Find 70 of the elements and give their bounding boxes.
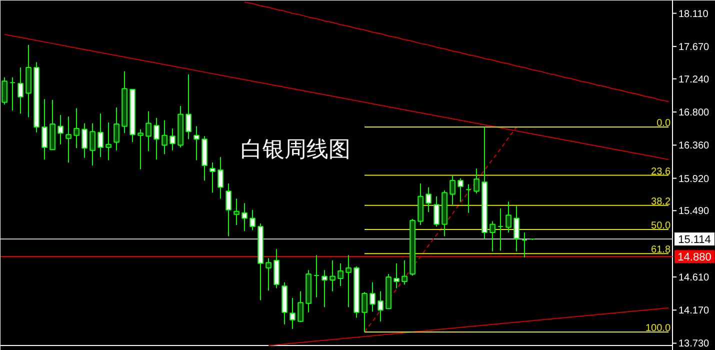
candlestick [74, 108, 80, 149]
candlestick [154, 118, 160, 160]
y-tick-label: 15.490 [678, 206, 710, 218]
y-tick-label: 17.240 [678, 74, 710, 86]
candlestick [234, 198, 240, 226]
candlestick [330, 260, 336, 292]
ref-line-label: 14.880 [678, 252, 712, 264]
candlestick [66, 116, 72, 163]
y-tick-label: 16.360 [678, 140, 710, 152]
candlestick [106, 122, 112, 161]
candlestick [90, 122, 96, 166]
annotation: 50.0 [651, 220, 671, 232]
y-tick-label: 14.610 [678, 272, 710, 284]
line-series [268, 307, 669, 346]
candlestick [498, 208, 504, 252]
candlestick [162, 120, 168, 155]
candlestick [474, 168, 480, 194]
candlestick [210, 162, 216, 194]
y-tick-label: 17.670 [678, 42, 710, 53]
candlestick [458, 178, 464, 202]
candlestick [490, 220, 496, 252]
candlestick [218, 156, 224, 200]
candlestick [242, 202, 248, 232]
candlestick [42, 98, 48, 160]
candlestick [434, 196, 440, 227]
candlestick [98, 112, 104, 158]
candlestick [450, 176, 456, 206]
candlestick [370, 282, 376, 312]
candlestick [2, 76, 8, 105]
candlestick [466, 184, 472, 214]
candlestick [18, 67, 24, 114]
candlestick [250, 209, 256, 231]
candlestick [194, 126, 200, 161]
y-tick-label: 15.920 [678, 174, 710, 185]
annotation: 0.0 [656, 118, 671, 130]
candlestick [362, 292, 368, 332]
candlestick [338, 262, 344, 286]
candlestick [522, 232, 528, 258]
candlestick [314, 254, 320, 298]
candlestick [426, 186, 432, 213]
candlestick [378, 290, 384, 322]
candlestick [146, 110, 152, 152]
line-series [244, 2, 669, 102]
y-tick-label: 13.730 [678, 338, 710, 350]
text: 白银周线图 [240, 138, 350, 162]
candlestick [322, 270, 328, 308]
candlestick [266, 258, 272, 292]
candlestick [82, 122, 88, 158]
candlestick [402, 260, 408, 285]
annotation: 38.2 [651, 196, 671, 208]
ref-line-label: 15.114 [678, 234, 711, 246]
annotation: 100.0 [645, 322, 671, 334]
candlestick [138, 128, 144, 170]
y-tick-label: 18.110 [678, 8, 709, 20]
annotation: 23.6 [651, 166, 671, 178]
candlestick [514, 206, 520, 252]
candlestick [290, 298, 296, 330]
candlestick [170, 128, 176, 151]
y-tick-label: 14.170 [678, 306, 710, 317]
candlestick [346, 254, 352, 308]
candlestick [394, 262, 400, 289]
candlestick [114, 106, 120, 151]
candlestick [58, 114, 64, 145]
y-tick-label: 16.800 [678, 107, 710, 118]
candlestick [10, 76, 16, 111]
candlestick [186, 74, 192, 140]
candlestick [506, 201, 512, 234]
annotation: 61.8 [651, 244, 671, 256]
candlestick [226, 183, 232, 237]
candlestick [298, 290, 304, 323]
